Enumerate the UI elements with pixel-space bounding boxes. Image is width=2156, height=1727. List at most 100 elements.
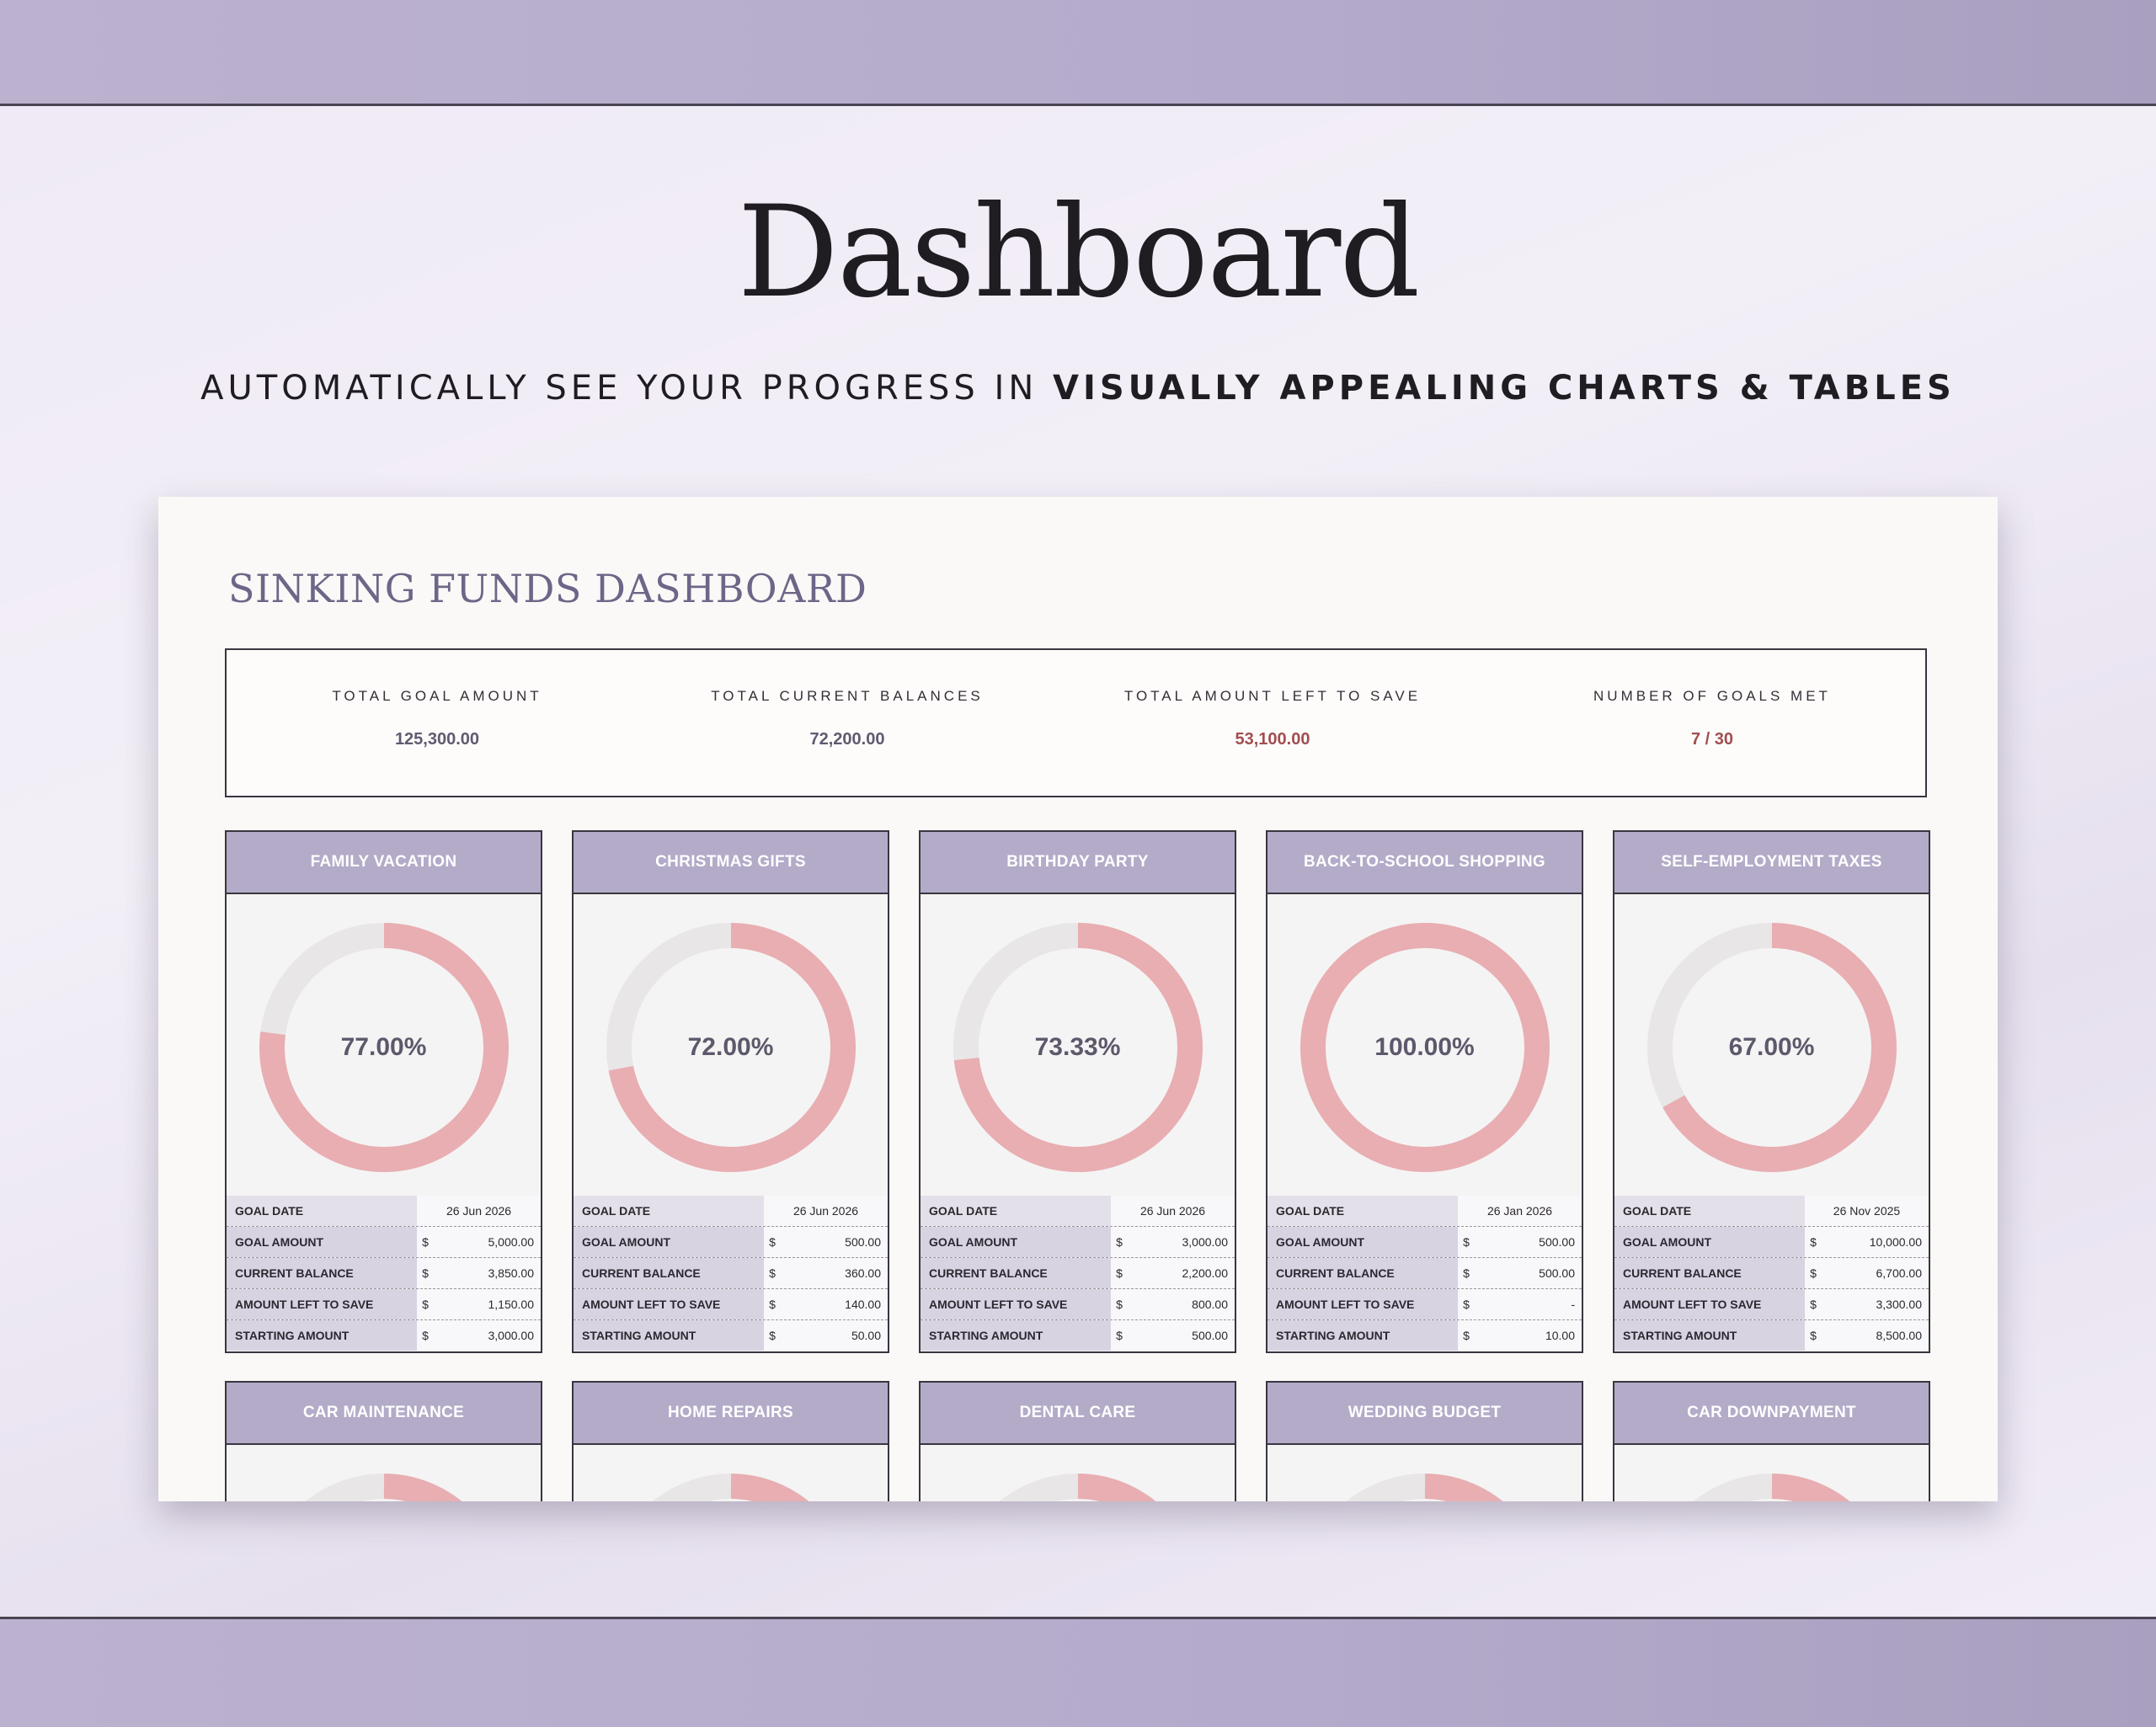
amount-value: 360.00	[781, 1258, 888, 1288]
amount-value: 10,000.00	[1822, 1227, 1929, 1257]
row-label: CURRENT BALANCE	[1614, 1258, 1805, 1288]
amount-value: 500.00	[781, 1227, 888, 1257]
amount-value: 8,500.00	[1822, 1320, 1929, 1351]
fund-details-table: GOAL DATE 26 Jun 2026 GOAL AMOUNT $500.00 CU…	[574, 1196, 888, 1351]
currency-symbol: $	[1111, 1320, 1128, 1351]
progress-donut: 73.33%	[921, 894, 1235, 1197]
detail-row: STARTING AMOUNT $50.00	[574, 1320, 888, 1351]
currency-symbol: $	[1458, 1258, 1475, 1288]
amount-value: 3,000.00	[434, 1320, 541, 1351]
detail-row: STARTING AMOUNT $500.00	[921, 1320, 1235, 1351]
hero-subtitle-bold: VISUALLY APPEALING CHARTS & TABLES	[1052, 369, 1956, 408]
fund-details-table: GOAL DATE 26 Jun 2026 GOAL AMOUNT $3,000.00…	[921, 1196, 1235, 1351]
stat-label: NUMBER OF GOALS MET	[1593, 688, 1831, 704]
donut-chart	[606, 923, 856, 1172]
row-label: GOAL DATE	[1267, 1196, 1458, 1226]
detail-row: CURRENT BALANCE $2,200.00	[921, 1258, 1235, 1289]
donut-track	[999, 1474, 1157, 1501]
progress-percent: 67.00%	[1728, 1033, 1815, 1061]
fund-name: DENTAL CARE	[921, 1383, 1235, 1445]
summary-panel: TOTAL GOAL AMOUNT 125,300.00 TOTAL CURRE…	[225, 648, 1927, 797]
stat-left-to-save: TOTAL AMOUNT LEFT TO SAVE 53,100.00	[1079, 688, 1466, 749]
row-label: AMOUNT LEFT TO SAVE	[1267, 1289, 1458, 1319]
stat-total-goal: TOTAL GOAL AMOUNT 125,300.00	[243, 688, 631, 749]
row-label: CURRENT BALANCE	[574, 1258, 764, 1288]
donut-progress	[730, 1474, 809, 1501]
detail-row: AMOUNT LEFT TO SAVE $140.00	[574, 1289, 888, 1320]
goal-date-value: 26 Jan 2026	[1458, 1196, 1582, 1226]
donut-progress	[1771, 1474, 1850, 1501]
donut-chart	[305, 1474, 463, 1501]
donut-chart	[953, 923, 1203, 1172]
fund-name: WEDDING BUDGET	[1267, 1383, 1582, 1445]
currency-symbol: $	[1805, 1258, 1822, 1288]
row-label: AMOUNT LEFT TO SAVE	[921, 1289, 1111, 1319]
currency-symbol: $	[764, 1289, 781, 1319]
detail-row: GOAL DATE 26 Jun 2026	[574, 1196, 888, 1227]
stat-label: TOTAL GOAL AMOUNT	[332, 688, 542, 704]
row-label: AMOUNT LEFT TO SAVE	[574, 1289, 764, 1319]
donut-progress	[1424, 1474, 1503, 1501]
amount-value: 10.00	[1475, 1320, 1582, 1351]
row-label: STARTING AMOUNT	[1614, 1320, 1805, 1351]
currency-symbol: $	[1111, 1289, 1128, 1319]
row-label: GOAL DATE	[921, 1196, 1111, 1226]
fund-details-table: GOAL DATE 26 Nov 2025 GOAL AMOUNT $10,000.0…	[1614, 1196, 1929, 1351]
amount-value: 500.00	[1475, 1258, 1582, 1288]
donut-track	[652, 1474, 810, 1501]
stat-value: 72,200.00	[809, 730, 885, 749]
fund-name: FAMILY VACATION	[227, 832, 541, 894]
fund-name: BIRTHDAY PARTY	[921, 832, 1235, 894]
progress-percent: 100.00%	[1374, 1033, 1475, 1061]
detail-row: STARTING AMOUNT $8,500.00	[1614, 1320, 1929, 1351]
detail-row: AMOUNT LEFT TO SAVE $3,300.00	[1614, 1289, 1929, 1320]
amount-value: 500.00	[1475, 1227, 1582, 1257]
progress-donut: 67.00%	[1614, 894, 1929, 1197]
row-label: GOAL AMOUNT	[227, 1227, 417, 1257]
donut-chart	[1693, 1474, 1851, 1501]
amount-value: 500.00	[1128, 1320, 1235, 1351]
donut-track	[1346, 1474, 1504, 1501]
hero-subtitle: AUTOMATICALLY SEE YOUR PROGRESS IN VISUA…	[0, 369, 2156, 408]
fund-details-table: GOAL DATE 26 Jan 2026 GOAL AMOUNT $500.00 CU…	[1267, 1196, 1582, 1351]
row-label: CURRENT BALANCE	[227, 1258, 417, 1288]
amount-value: 1,150.00	[434, 1289, 541, 1319]
detail-row: STARTING AMOUNT $3,000.00	[227, 1320, 541, 1351]
progress-percent: 72.00%	[687, 1033, 774, 1061]
row-label: AMOUNT LEFT TO SAVE	[1614, 1289, 1805, 1319]
amount-value: 800.00	[1128, 1289, 1235, 1319]
detail-row: AMOUNT LEFT TO SAVE $1,150.00	[227, 1289, 541, 1320]
currency-symbol: $	[1111, 1227, 1128, 1257]
detail-row: AMOUNT LEFT TO SAVE $ -	[1267, 1289, 1582, 1320]
donut-chart	[652, 1474, 810, 1501]
detail-row: GOAL AMOUNT $5,000.00	[227, 1227, 541, 1258]
row-label: CURRENT BALANCE	[1267, 1258, 1458, 1288]
progress-percent: 73.33%	[1034, 1033, 1121, 1061]
row-label: GOAL AMOUNT	[1267, 1227, 1458, 1257]
fund-name: CAR MAINTENANCE	[227, 1383, 541, 1445]
fund-name: HOME REPAIRS	[574, 1383, 888, 1445]
progress-donut: 77.00%	[227, 894, 541, 1197]
donut-progress	[953, 923, 1203, 1172]
detail-row: GOAL DATE 26 Jun 2026	[227, 1196, 541, 1227]
detail-row: GOAL AMOUNT $500.00	[574, 1227, 888, 1258]
detail-row: GOAL AMOUNT $10,000.00	[1614, 1227, 1929, 1258]
stat-goals-met: NUMBER OF GOALS MET 7 / 30	[1518, 688, 1906, 749]
row-label: GOAL AMOUNT	[574, 1227, 764, 1257]
detail-row: GOAL DATE 26 Jun 2026	[921, 1196, 1235, 1227]
currency-symbol: $	[764, 1227, 781, 1257]
stat-value: 125,300.00	[394, 730, 480, 749]
fund-card: FAMILY VACATION 77.00% GOAL DATE 26 Jun 202…	[225, 830, 542, 1353]
fund-details-table: GOAL DATE 26 Jun 2026 GOAL AMOUNT $5,000.00…	[227, 1196, 541, 1351]
fund-card: DENTAL CARE	[919, 1381, 1236, 1501]
donut-track	[1693, 1474, 1851, 1501]
row-label: STARTING AMOUNT	[921, 1320, 1111, 1351]
row-label: GOAL AMOUNT	[921, 1227, 1111, 1257]
fund-name: SELF-EMPLOYMENT TAXES	[1614, 832, 1929, 894]
amount-value: 3,850.00	[434, 1258, 541, 1288]
progress-donut: 100.00%	[1267, 894, 1582, 1197]
fund-card: BIRTHDAY PARTY 73.33% GOAL DATE 26 Jun 2026…	[919, 830, 1236, 1353]
currency-symbol: $	[1458, 1320, 1475, 1351]
goal-date-value: 26 Jun 2026	[764, 1196, 888, 1226]
currency-symbol: $	[417, 1258, 434, 1288]
